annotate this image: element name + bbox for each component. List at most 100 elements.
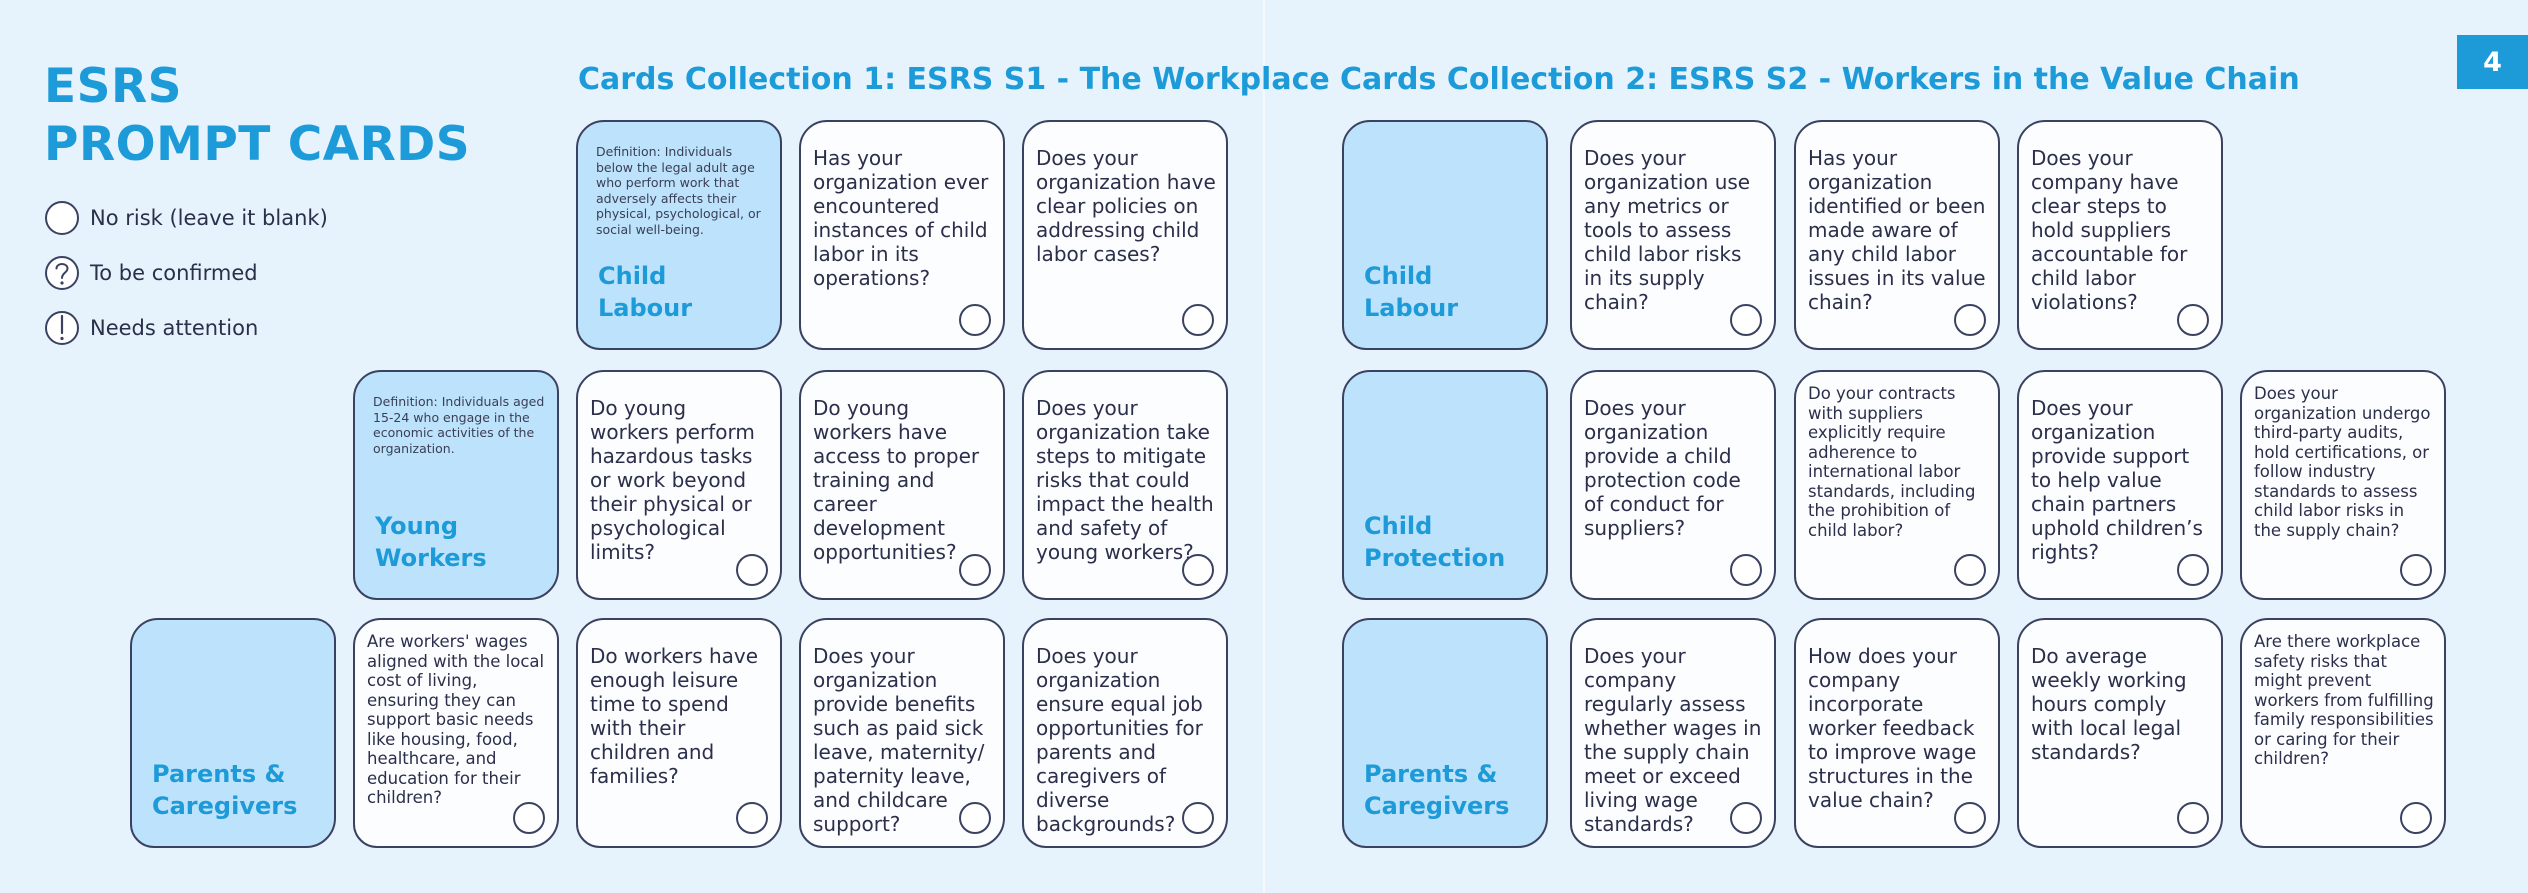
legend-item-no-risk: No risk (leave it blank) bbox=[44, 200, 328, 236]
prompt-card: Are there workplace safety risks that mi… bbox=[2240, 618, 2446, 848]
category-card-child-labour: Definition: Individuals below the legal … bbox=[576, 120, 782, 350]
page-title-line-2: PROMPT CARDS bbox=[44, 117, 471, 172]
prompt-card: Does your organization undergo third-par… bbox=[2240, 370, 2446, 600]
prompt-question: Are there workplace safety risks that mi… bbox=[2254, 632, 2434, 768]
prompt-question: Does your organization provide a child p… bbox=[1584, 396, 1741, 540]
category-label: Child Labour bbox=[598, 260, 692, 324]
definition-text: Definition: Individuals below the legal … bbox=[596, 144, 761, 237]
status-checkbox[interactable] bbox=[736, 554, 768, 586]
status-checkbox[interactable] bbox=[2400, 802, 2432, 834]
category-card-young-workers: Definition: Individuals aged 15-24 who e… bbox=[353, 370, 559, 600]
status-checkbox[interactable] bbox=[959, 554, 991, 586]
prompt-question: Do young workers have access to proper t… bbox=[813, 396, 980, 564]
prompt-card: How does your company incorporate worker… bbox=[1794, 618, 2000, 848]
prompt-card: Has your organization identified or been… bbox=[1794, 120, 2000, 350]
category-label-line: Child bbox=[1364, 262, 1433, 290]
prompt-card: Does your company regularly assess wheth… bbox=[1570, 618, 1776, 848]
page-number: 4 bbox=[2457, 35, 2528, 89]
category-label: Parents & Caregivers bbox=[1364, 758, 1509, 822]
prompt-question: Has your organization ever encountered i… bbox=[813, 146, 989, 290]
prompt-question: Does your organization provide support t… bbox=[2031, 396, 2203, 564]
prompt-question: Does your company have clear steps to ho… bbox=[2031, 146, 2188, 314]
prompt-question: Does your organization undergo third-par… bbox=[2254, 384, 2431, 540]
category-label: Child Protection bbox=[1364, 510, 1505, 574]
status-checkbox[interactable] bbox=[2177, 554, 2209, 586]
prompt-question: Does your organization ensure equal job … bbox=[1036, 644, 1203, 836]
category-label-line: Caregivers bbox=[152, 792, 298, 820]
prompt-question: Do workers have enough leisure time to s… bbox=[590, 644, 759, 788]
category-label: Parents & Caregivers bbox=[152, 758, 297, 822]
status-checkbox[interactable] bbox=[1954, 304, 1986, 336]
page-title-line-1: ESRS bbox=[44, 59, 182, 114]
category-label-line: Child bbox=[598, 262, 667, 290]
legend-item-to-be-confirmed: To be confirmed bbox=[44, 255, 328, 291]
prompt-card: Do average weekly working hours comply w… bbox=[2017, 618, 2223, 848]
category-label-line: Young bbox=[375, 512, 459, 540]
definition-text: Definition: Individuals aged 15-24 who e… bbox=[373, 394, 545, 456]
prompt-question: Does your organization use any metrics o… bbox=[1584, 146, 1751, 314]
question-circle-icon bbox=[45, 256, 79, 290]
category-label-line: Workers bbox=[375, 544, 487, 572]
prompt-card: Do young workers have access to proper t… bbox=[799, 370, 1005, 600]
category-card-parents-caregivers: Parents & Caregivers bbox=[1342, 618, 1548, 848]
prompt-question: Does your organization provide benefits … bbox=[813, 644, 985, 836]
status-checkbox[interactable] bbox=[1182, 304, 1214, 336]
prompt-card: Are workers' wages aligned with the loca… bbox=[353, 618, 559, 848]
status-checkbox[interactable] bbox=[2177, 304, 2209, 336]
legend-item-needs-attention: Needs attention bbox=[44, 310, 328, 346]
category-label: Young Workers bbox=[375, 510, 487, 574]
prompt-question: Are workers' wages aligned with the loca… bbox=[367, 632, 545, 807]
prompt-question: Does your organization have clear polici… bbox=[1036, 146, 1216, 266]
page-title: ESRS PROMPT CARDS bbox=[44, 58, 470, 174]
prompt-card: Does your organization take steps to mit… bbox=[1022, 370, 1228, 600]
category-label: Child Labour bbox=[1364, 260, 1458, 324]
category-label-line: Labour bbox=[598, 294, 693, 322]
prompt-card: Does your organization provide support t… bbox=[2017, 370, 2223, 600]
prompt-question: Do your contracts with suppliers explici… bbox=[1808, 384, 1976, 540]
status-checkbox[interactable] bbox=[959, 304, 991, 336]
prompt-question: Do average weekly working hours comply w… bbox=[2031, 644, 2187, 764]
prompt-question: Do young workers perform hazardous tasks… bbox=[590, 396, 755, 564]
status-checkbox[interactable] bbox=[2400, 554, 2432, 586]
legend-label: No risk (leave it blank) bbox=[90, 206, 328, 230]
status-checkbox[interactable] bbox=[1954, 802, 1986, 834]
category-card-parents-caregivers: Parents & Caregivers bbox=[130, 618, 336, 848]
prompt-question: Does your organization take steps to mit… bbox=[1036, 396, 1214, 564]
prompt-card: Does your organization use any metrics o… bbox=[1570, 120, 1776, 350]
legend-label: Needs attention bbox=[90, 316, 259, 340]
category-card-child-labour: Child Labour bbox=[1342, 120, 1548, 350]
status-checkbox[interactable] bbox=[1730, 554, 1762, 586]
category-card-child-protection: Child Protection bbox=[1342, 370, 1548, 600]
exclamation-circle-icon bbox=[45, 311, 79, 345]
category-label-line: Parents & bbox=[1364, 760, 1498, 788]
status-checkbox[interactable] bbox=[1730, 304, 1762, 336]
prompt-question: How does your company incorporate worker… bbox=[1808, 644, 1977, 812]
prompt-card: Do young workers perform hazardous tasks… bbox=[576, 370, 782, 600]
prompt-card: Does your company have clear steps to ho… bbox=[2017, 120, 2223, 350]
category-label-line: Child bbox=[1364, 512, 1433, 540]
prompt-card: Does your organization ensure equal job … bbox=[1022, 618, 1228, 848]
status-checkbox[interactable] bbox=[1182, 554, 1214, 586]
status-checkbox[interactable] bbox=[1730, 802, 1762, 834]
page-divider bbox=[1263, 0, 1265, 893]
prompt-card: Does your organization have clear polici… bbox=[1022, 120, 1228, 350]
status-checkbox[interactable] bbox=[1182, 802, 1214, 834]
prompt-question: Has your organization identified or been… bbox=[1808, 146, 1986, 314]
prompt-card: Do your contracts with suppliers explici… bbox=[1794, 370, 2000, 600]
status-checkbox[interactable] bbox=[736, 802, 768, 834]
collection-1-title: Cards Collection 1: ESRS S1 - The Workpl… bbox=[578, 62, 1330, 97]
category-label-line: Labour bbox=[1364, 294, 1459, 322]
category-label-line: Protection bbox=[1364, 544, 1506, 572]
legend-label: To be confirmed bbox=[90, 261, 258, 285]
prompt-card: Does your organization provide a child p… bbox=[1570, 370, 1776, 600]
legend: No risk (leave it blank) To be confirmed… bbox=[44, 200, 328, 365]
status-checkbox[interactable] bbox=[513, 802, 545, 834]
collection-2-title: Cards Collection 2: ESRS S2 - Workers in… bbox=[1340, 62, 2300, 97]
prompt-card: Has your organization ever encountered i… bbox=[799, 120, 1005, 350]
empty-circle-icon bbox=[45, 201, 79, 235]
status-checkbox[interactable] bbox=[1954, 554, 1986, 586]
status-checkbox[interactable] bbox=[959, 802, 991, 834]
status-checkbox[interactable] bbox=[2177, 802, 2209, 834]
category-label-line: Parents & bbox=[152, 760, 286, 788]
category-label-line: Caregivers bbox=[1364, 792, 1510, 820]
